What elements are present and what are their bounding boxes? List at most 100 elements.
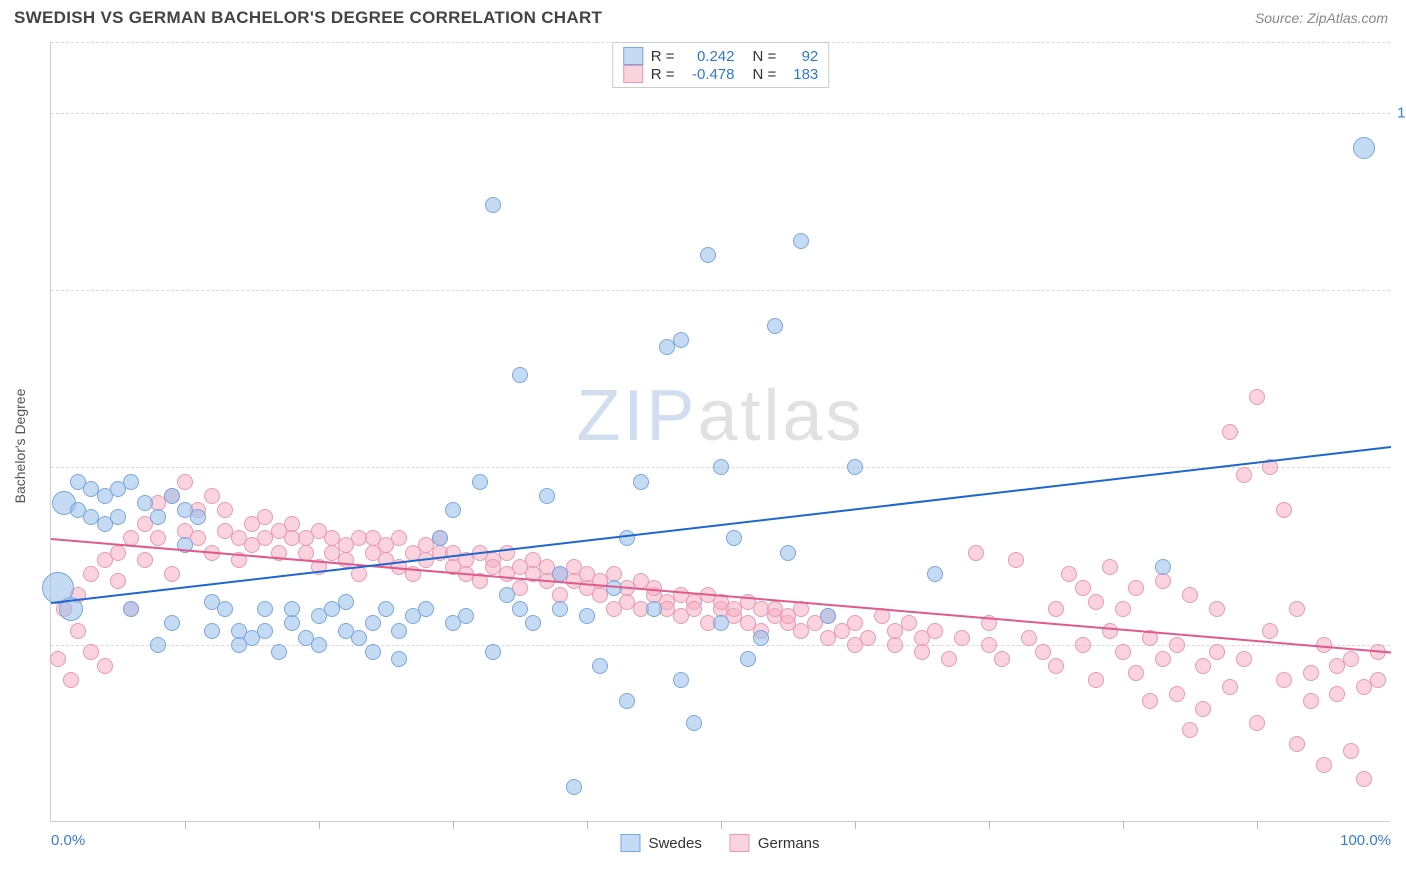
data-point — [619, 693, 635, 709]
data-point — [1048, 601, 1064, 617]
data-point — [1209, 601, 1225, 617]
data-point — [110, 509, 126, 525]
correlation-legend: R =0.242N =92R =-0.478N =183 — [612, 42, 830, 88]
legend-n-value: 92 — [784, 48, 818, 65]
data-point — [1303, 665, 1319, 681]
data-point — [1169, 637, 1185, 653]
data-point — [994, 651, 1010, 667]
data-point — [445, 502, 461, 518]
x-tick — [1257, 821, 1258, 829]
gridline-h — [51, 113, 1390, 114]
data-point — [1195, 658, 1211, 674]
data-point — [1075, 637, 1091, 653]
data-point — [110, 573, 126, 589]
data-point — [1088, 672, 1104, 688]
data-point — [499, 587, 515, 603]
data-point — [552, 601, 568, 617]
data-point — [740, 651, 756, 667]
data-point — [1249, 389, 1265, 405]
x-tick — [453, 821, 454, 829]
chart-title: SWEDISH VS GERMAN BACHELOR'S DEGREE CORR… — [14, 8, 602, 28]
data-point — [619, 530, 635, 546]
x-tick — [989, 821, 990, 829]
data-point — [954, 630, 970, 646]
x-tick — [185, 821, 186, 829]
data-point — [1102, 559, 1118, 575]
legend-r-value: -0.478 — [683, 66, 735, 83]
scatter-plot: ZIPatlas R =0.242N =92R =-0.478N =183 25… — [50, 42, 1390, 822]
legend-r-label: R = — [651, 66, 675, 83]
legend-item: Germans — [730, 834, 820, 852]
legend-swatch — [620, 834, 640, 852]
data-point — [365, 615, 381, 631]
legend-item: Swedes — [620, 834, 701, 852]
data-point — [123, 601, 139, 617]
data-point — [150, 509, 166, 525]
data-point — [860, 630, 876, 646]
data-point — [686, 715, 702, 731]
legend-n-value: 183 — [784, 66, 818, 83]
legend-r-value: 0.242 — [683, 48, 735, 65]
data-point — [1276, 502, 1292, 518]
data-point — [83, 644, 99, 660]
data-point — [284, 615, 300, 631]
data-point — [472, 474, 488, 490]
data-point — [1343, 743, 1359, 759]
data-point — [284, 601, 300, 617]
data-point — [1169, 686, 1185, 702]
data-point — [847, 459, 863, 475]
chart-area: ZIPatlas R =0.242N =92R =-0.478N =183 25… — [50, 42, 1390, 822]
data-point — [70, 623, 86, 639]
data-point — [1061, 566, 1077, 582]
data-point — [1182, 587, 1198, 603]
data-point — [793, 233, 809, 249]
data-point — [726, 530, 742, 546]
legend-n-label: N = — [753, 66, 777, 83]
data-point — [1289, 736, 1305, 752]
data-point — [123, 474, 139, 490]
legend-swatch — [623, 47, 643, 65]
data-point — [365, 644, 381, 660]
data-point — [63, 672, 79, 688]
data-point — [552, 566, 568, 582]
data-point — [391, 530, 407, 546]
data-point — [927, 566, 943, 582]
data-point — [499, 545, 515, 561]
data-point — [713, 459, 729, 475]
data-point — [847, 615, 863, 631]
data-point — [391, 651, 407, 667]
data-point — [1088, 594, 1104, 610]
data-point — [1048, 658, 1064, 674]
data-point — [673, 672, 689, 688]
data-point — [914, 644, 930, 660]
data-point — [566, 779, 582, 795]
data-point — [579, 608, 595, 624]
data-point — [204, 488, 220, 504]
data-point — [257, 623, 273, 639]
data-point — [1195, 701, 1211, 717]
data-point — [458, 608, 474, 624]
x-tick — [319, 821, 320, 829]
data-point — [110, 545, 126, 561]
data-point — [686, 601, 702, 617]
data-point — [927, 623, 943, 639]
data-point — [257, 601, 273, 617]
data-point — [1289, 601, 1305, 617]
legend-label: Germans — [758, 835, 820, 852]
legend-label: Swedes — [648, 835, 701, 852]
series-legend: Swedes Germans — [620, 834, 819, 852]
data-point — [525, 615, 541, 631]
data-point — [217, 601, 233, 617]
data-point — [646, 601, 662, 617]
legend-swatch — [623, 65, 643, 83]
data-point — [1356, 771, 1372, 787]
data-point — [164, 488, 180, 504]
data-point — [1155, 573, 1171, 589]
data-point — [418, 601, 434, 617]
data-point — [1303, 693, 1319, 709]
data-point — [217, 502, 233, 518]
data-point — [981, 637, 997, 653]
data-point — [1128, 665, 1144, 681]
data-point — [311, 637, 327, 653]
data-point — [485, 644, 501, 660]
